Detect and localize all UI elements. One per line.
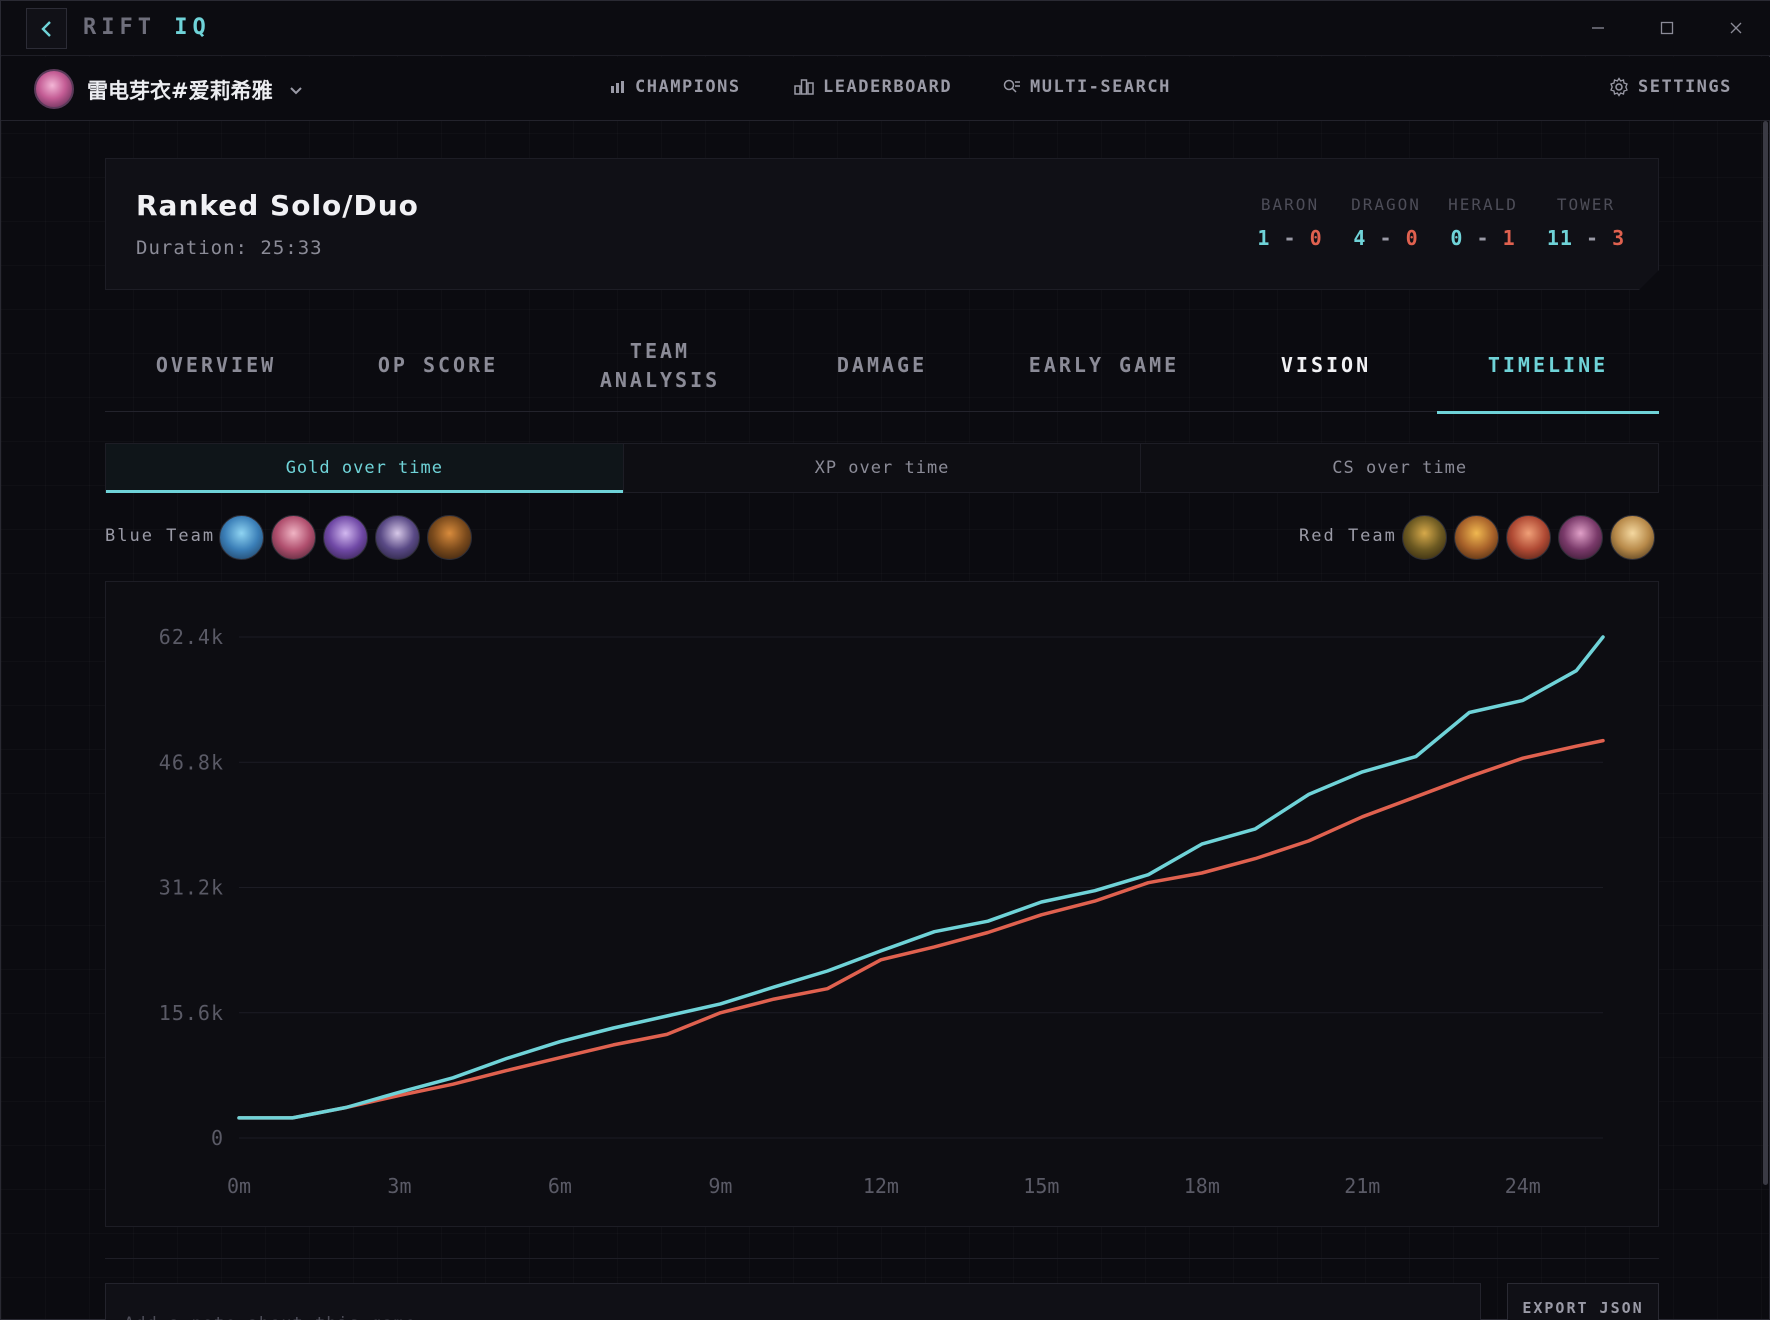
objective-dragon: DRAGON 4 - 0 [1338, 195, 1434, 250]
minimize-button[interactable] [1583, 13, 1613, 43]
x-tick-label: 6m [548, 1174, 572, 1198]
blue-count: 1 [1257, 226, 1271, 250]
x-tick-label: 24m [1505, 1174, 1541, 1198]
blue-count: 4 [1353, 226, 1367, 250]
objective-label: DRAGON [1351, 195, 1421, 214]
x-tick-label: 9m [708, 1174, 732, 1198]
export-json-button[interactable]: EXPORT JSON [1507, 1283, 1659, 1320]
user-dropdown[interactable] [289, 81, 303, 100]
champion-portrait[interactable] [1454, 515, 1499, 560]
objective-tower: TOWER 11 - 3 [1538, 195, 1634, 250]
subtab-xp[interactable]: XP over time [624, 444, 1142, 492]
subtab-cs[interactable]: CS over time [1332, 458, 1468, 478]
subtab-gold[interactable]: Gold over time [106, 444, 624, 493]
gold-chart-svg: 0 15.6k 31.2k 46.8k 62.4k 0m 3m 6m 9m 12m 15m 18m 21… [159, 625, 1605, 1198]
nav-multi-search-label: MULTI-SEARCH [1030, 77, 1171, 97]
app-logo: RIFT IQ [83, 15, 211, 40]
x-tick-label: 0m [227, 1174, 251, 1198]
chevron-down-icon [290, 87, 302, 95]
x-tick-label: 15m [1023, 1174, 1059, 1198]
queue-title: Ranked Solo/Duo [136, 189, 419, 222]
champion-portrait[interactable] [1402, 515, 1447, 560]
y-tick-label: 46.8k [159, 750, 224, 774]
maximize-button[interactable] [1652, 13, 1682, 43]
close-icon [1730, 22, 1742, 34]
tab-team-analysis[interactable]: TEAM ANALYSIS [599, 338, 721, 392]
tab-damage[interactable]: DAMAGE [836, 353, 928, 377]
blue-team-gold-line [237, 635, 1605, 1120]
champion-portrait[interactable] [323, 515, 368, 560]
y-tick-label: 62.4k [159, 625, 224, 649]
settings-button[interactable]: SETTINGS [1609, 77, 1732, 97]
logo-accent-text: IQ [174, 15, 211, 40]
y-tick-label: 15.6k [159, 1001, 224, 1025]
objective-label: BARON [1260, 195, 1320, 214]
objective-herald: HERALD 0 - 1 [1435, 195, 1531, 250]
summoner-name[interactable]: 雷电芽衣#爱莉希雅 [87, 79, 273, 103]
minimize-icon [1592, 27, 1604, 29]
nav-leaderboard[interactable]: LEADERBOARD [794, 77, 952, 97]
champion-portrait[interactable] [1558, 515, 1603, 560]
analysis-tabs: OVERVIEW OP SCORE TEAM ANALYSIS DAMAGE E… [105, 319, 1659, 414]
objective-baron: BARON 1 - 0 [1242, 195, 1338, 250]
x-tick-label: 21m [1344, 1174, 1380, 1198]
red-count: 1 [1502, 226, 1516, 250]
settings-label: SETTINGS [1638, 77, 1732, 97]
match-header: Ranked Solo/Duo Duration: 25:33 BARON 1 … [105, 158, 1659, 290]
x-tick-label: 12m [863, 1174, 899, 1198]
game-note-input[interactable] [105, 1283, 1481, 1320]
maximize-icon [1660, 21, 1674, 35]
red-count: 0 [1405, 226, 1419, 250]
timeline-subtabs: Gold over time XP over time CS over time [105, 443, 1659, 493]
logo-text: RIFT [83, 15, 175, 40]
tab-early-game[interactable]: EARLY GAME [1028, 353, 1180, 377]
gold-chart: 0 15.6k 31.2k 46.8k 62.4k 0m 3m 6m 9m 12m 15m 18m 21… [105, 581, 1659, 1227]
red-count: 0 [1309, 226, 1323, 250]
scrollbar[interactable] [1763, 121, 1768, 1185]
red-count: 3 [1612, 226, 1626, 250]
title-bar: RIFT IQ [1, 1, 1770, 56]
multi-search-icon [1003, 79, 1020, 93]
objective-score: 11 - 3 [1546, 226, 1626, 250]
nav-bar: 雷电芽衣#爱莉希雅 CHAMPIONS LEADERBOARD MULTI-SE… [1, 57, 1770, 121]
y-tick-label: 0 [211, 1126, 224, 1150]
close-button[interactable] [1721, 13, 1751, 43]
back-button[interactable] [26, 8, 67, 49]
avatar[interactable] [34, 69, 74, 109]
nav-champions[interactable]: CHAMPIONS [610, 77, 741, 97]
match-duration: Duration: 25:33 [136, 237, 323, 259]
objective-label: TOWER [1556, 195, 1616, 214]
champion-portrait[interactable] [271, 515, 316, 560]
red-team-gold-line [237, 738, 1605, 1120]
bar-chart-icon [611, 81, 624, 93]
x-tick-label: 18m [1184, 1174, 1220, 1198]
tab-vision[interactable]: VISION [1280, 353, 1372, 377]
nav-champions-label: CHAMPIONS [635, 77, 741, 97]
champion-portrait[interactable] [427, 515, 472, 560]
nav-leaderboard-label: LEADERBOARD [823, 77, 953, 97]
gear-icon [1610, 77, 1628, 97]
champion-portrait[interactable] [1610, 515, 1655, 560]
champion-portrait[interactable] [219, 515, 264, 560]
y-tick-label: 31.2k [159, 876, 224, 900]
objective-score: 4 - 0 [1353, 226, 1419, 250]
x-tick-label: 3m [387, 1174, 411, 1198]
tab-overview[interactable]: OVERVIEW [155, 353, 277, 377]
tab-op-score[interactable]: OP SCORE [377, 353, 499, 377]
blue-count: 0 [1450, 226, 1464, 250]
leaderboard-icon [794, 79, 814, 95]
nav-multi-search[interactable]: MULTI-SEARCH [1003, 77, 1171, 97]
objective-score: 1 - 0 [1257, 226, 1323, 250]
champion-portrait[interactable] [375, 515, 420, 560]
objective-score: 0 - 1 [1450, 226, 1516, 250]
divider [105, 1258, 1659, 1259]
blue-count: 11 [1546, 226, 1573, 250]
objective-label: HERALD [1448, 195, 1518, 214]
tab-timeline[interactable]: TIMELINE [1437, 319, 1659, 414]
chevron-left-icon [40, 20, 51, 37]
red-team-label: Red Team [1299, 526, 1397, 546]
blue-team-label: Blue Team [105, 526, 216, 546]
champion-portrait[interactable] [1506, 515, 1551, 560]
